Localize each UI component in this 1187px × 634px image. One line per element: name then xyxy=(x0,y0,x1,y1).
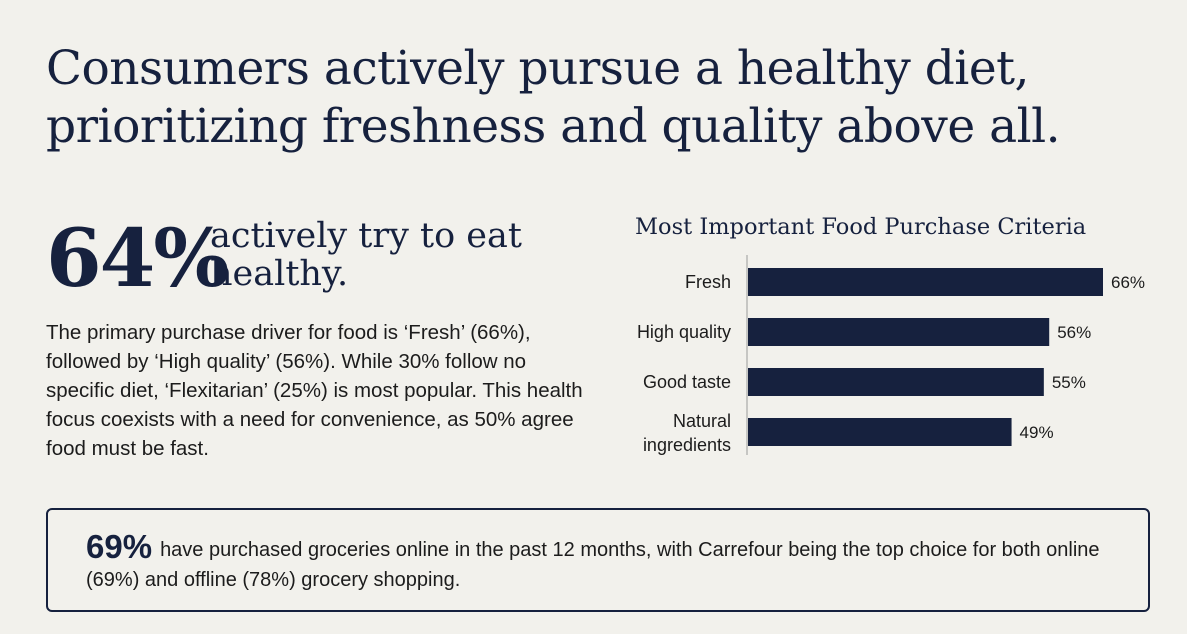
bar-natural-ingredients xyxy=(748,418,1012,446)
category-label: High quality xyxy=(637,322,731,342)
category-label: Natural ingredients xyxy=(643,411,731,455)
callout-text: 69% have purchased groceries online in th… xyxy=(86,530,1126,595)
data-label: 66% xyxy=(1111,273,1145,292)
chart-title: Most Important Food Purchase Criteria xyxy=(635,214,1087,240)
data-label: 49% xyxy=(1020,423,1054,442)
summary-paragraph: The primary purchase driver for food is … xyxy=(46,321,583,460)
page-title-line-1: Consumers actively pursue a healthy diet… xyxy=(46,41,1029,96)
callout-value: 69% xyxy=(86,528,153,565)
bar-high-quality xyxy=(748,318,1050,346)
bar-good-taste xyxy=(748,368,1044,396)
bar-chart: Fresh 66% High quality 56% Good taste 55% Natu… xyxy=(637,255,1145,455)
callout-description: have purchased groceries online in the p… xyxy=(86,539,1100,591)
stat-label: actively try to eat healthy. xyxy=(210,216,522,294)
data-label: 55% xyxy=(1052,373,1086,392)
stat-value: 64% xyxy=(46,211,229,305)
callout-box: 69% have purchased groceries online in th… xyxy=(46,508,1150,612)
bar-fresh xyxy=(748,268,1103,296)
category-label: Fresh xyxy=(685,272,731,292)
data-label: 56% xyxy=(1057,323,1091,342)
category-label: Good taste xyxy=(643,372,731,392)
page-title-line-2: prioritizing freshness and quality above… xyxy=(46,99,1061,154)
page-title: Consumers actively pursue a healthy diet… xyxy=(46,40,1146,156)
